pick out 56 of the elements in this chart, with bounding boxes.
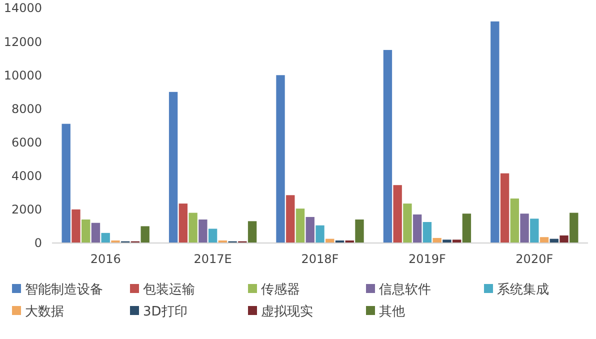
- bar: [248, 221, 257, 243]
- bar: [560, 235, 568, 243]
- legend-label: 智能制造设备: [25, 282, 103, 298]
- bar: [520, 214, 529, 243]
- bar: [82, 220, 90, 243]
- x-tick-label: 2018F: [301, 252, 339, 266]
- y-tick-label: 0: [34, 236, 42, 250]
- bar: [383, 50, 392, 243]
- bar: [422, 222, 432, 243]
- bar: [530, 218, 539, 243]
- bar: [140, 226, 150, 243]
- legend-label: 其他: [379, 304, 405, 320]
- bar: [178, 204, 188, 243]
- bar: [403, 204, 412, 243]
- bar: [442, 240, 452, 243]
- bar: [462, 214, 472, 243]
- x-tick-label: 2016: [90, 252, 121, 266]
- legend-label: 系统集成: [497, 282, 549, 298]
- bar: [570, 212, 578, 243]
- legend-label: 大数据: [25, 304, 64, 320]
- legend-label: 传感器: [261, 282, 300, 298]
- y-tick-label: 10000: [4, 68, 42, 82]
- bar: [276, 75, 285, 243]
- y-tick-label: 14000: [4, 1, 42, 16]
- bar: [62, 124, 70, 243]
- y-tick-label: 2000: [11, 202, 42, 217]
- bar: [296, 208, 305, 243]
- bar: [316, 225, 324, 243]
- bar: [306, 216, 314, 243]
- legend-label: 包装运输: [143, 282, 195, 298]
- bar: [188, 212, 198, 243]
- bar: [198, 220, 208, 243]
- x-tick-label: 2017E: [194, 252, 232, 266]
- bar: [168, 92, 178, 243]
- bar: [355, 220, 364, 243]
- bar: [286, 195, 295, 243]
- bar: [101, 232, 110, 243]
- bar: [540, 237, 549, 243]
- x-tick-label: 2019F: [408, 252, 446, 266]
- bar: [208, 228, 218, 243]
- bar: [91, 222, 100, 243]
- legend-label: 信息软件: [379, 282, 431, 298]
- legend-label: 虚拟现实: [261, 304, 313, 320]
- bar: [412, 214, 422, 243]
- y-tick-label: 6000: [11, 135, 42, 150]
- bar: [500, 173, 510, 243]
- legend-label: 3D打印: [143, 304, 188, 320]
- x-tick-label: 2020F: [516, 252, 554, 266]
- bar: [432, 238, 442, 243]
- bar: [490, 21, 500, 243]
- y-tick-label: 8000: [11, 102, 42, 116]
- y-tick-label: 12000: [4, 34, 42, 49]
- bar: [72, 209, 80, 243]
- bar: [510, 198, 519, 243]
- bar: [393, 185, 402, 243]
- y-tick-label: 4000: [11, 169, 42, 184]
